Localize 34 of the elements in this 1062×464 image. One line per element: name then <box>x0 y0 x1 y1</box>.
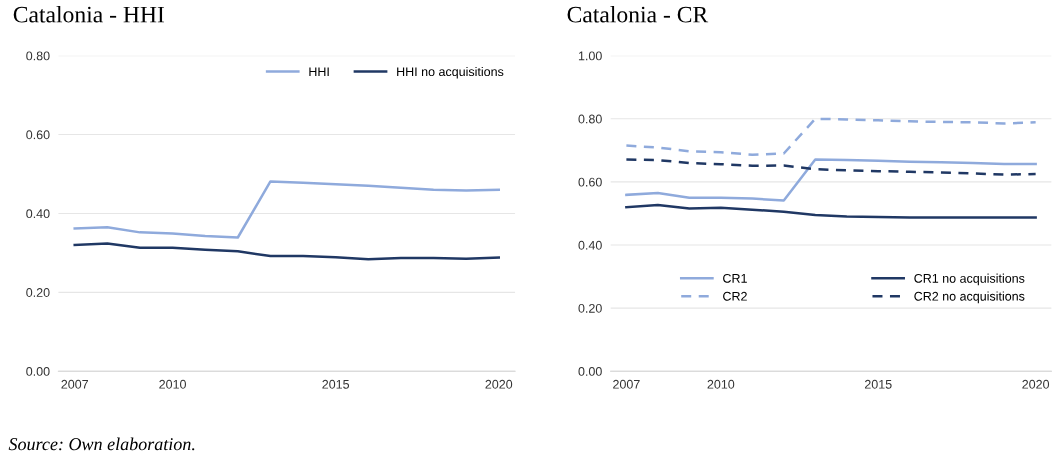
legend-label: HHI no acquisitions <box>397 66 504 79</box>
line-series <box>625 203 1037 219</box>
y-tick-label: 0.00 <box>26 367 50 376</box>
y-tick-label: 0.80 <box>26 51 50 61</box>
legend-label: CR1 <box>723 273 747 283</box>
x-tick-label: 2007 <box>613 379 640 389</box>
line-series <box>73 242 501 261</box>
legend-label: CR1 no acquisitions <box>914 273 1025 286</box>
x-tick-label: 2007 <box>61 379 88 389</box>
line-series <box>625 117 1037 156</box>
y-tick-label: 0.80 <box>578 114 602 124</box>
chart-title: Catalonia - CR <box>567 5 709 23</box>
legend-label: CR2 <box>723 291 747 301</box>
y-tick-label: 1.00 <box>578 51 602 61</box>
y-tick-label: 0.60 <box>26 130 50 140</box>
line-series <box>625 158 1037 176</box>
x-tick-label: 2015 <box>864 379 892 389</box>
y-tick-label: 0.40 <box>26 209 50 219</box>
x-tick-label: 2020 <box>485 379 513 389</box>
line-series <box>625 158 1037 202</box>
y-tick-label: 0.40 <box>578 240 602 250</box>
legend-label: HHI <box>309 67 329 76</box>
x-tick-label: 2010 <box>159 379 186 389</box>
y-tick-label: 0.20 <box>578 303 602 313</box>
line-series <box>73 180 501 239</box>
legend-label: CR2 no acquisitions <box>914 291 1025 304</box>
y-tick-label: 0.00 <box>578 367 602 376</box>
source-note: Source: Own elaboration. <box>8 437 195 451</box>
x-tick-label: 2020 <box>1022 379 1050 389</box>
y-tick-label: 0.20 <box>26 288 50 297</box>
x-tick-label: 2015 <box>322 379 350 389</box>
x-tick-label: 2010 <box>707 379 735 389</box>
chart-title: Catalonia - HHI <box>13 5 165 23</box>
y-tick-label: 0.60 <box>578 177 602 187</box>
